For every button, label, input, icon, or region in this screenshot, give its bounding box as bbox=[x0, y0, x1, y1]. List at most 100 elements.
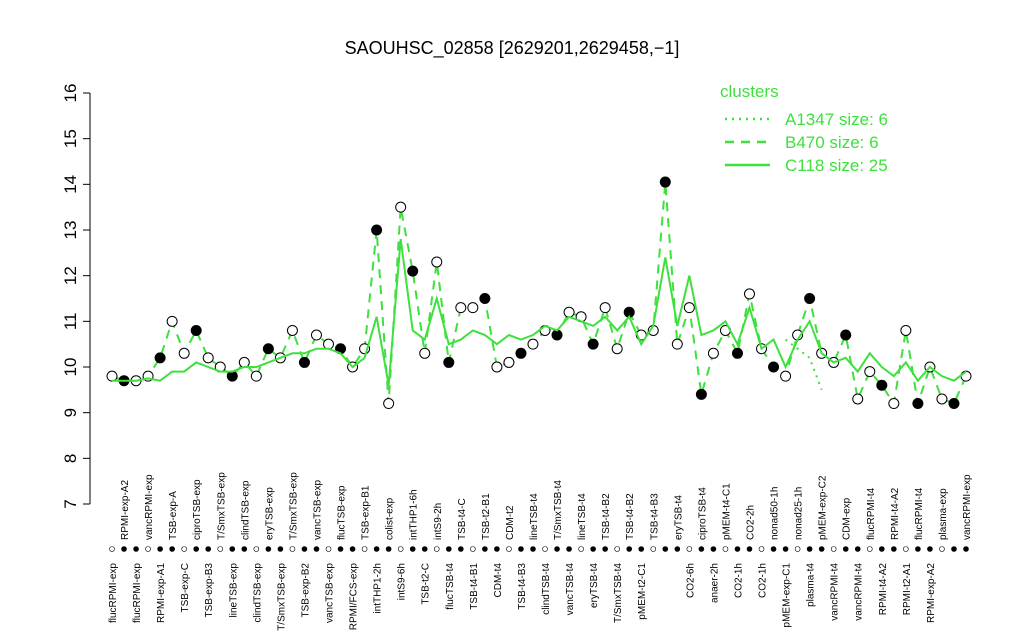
sample-marker bbox=[433, 546, 440, 552]
x-tick-label: pMEM-t2-C1 bbox=[637, 563, 648, 620]
sample-marker bbox=[638, 546, 645, 552]
data-point bbox=[768, 361, 780, 373]
data-point bbox=[395, 201, 407, 213]
sample-marker bbox=[951, 546, 957, 552]
data-point bbox=[383, 398, 395, 410]
x-tick-label: clindTSB-t4 bbox=[541, 563, 552, 615]
sample-marker bbox=[842, 546, 849, 552]
x-tick-label: vancTSB-exp bbox=[325, 563, 336, 623]
x-tick-label: vancRPMI-t4 bbox=[854, 563, 865, 621]
x-tick-label: RPMI-t4-A2 bbox=[890, 487, 901, 540]
data-point bbox=[731, 347, 743, 359]
sample-marker bbox=[891, 546, 897, 552]
data-point bbox=[599, 302, 611, 314]
x-tick-label: T/SmxTSB-exp bbox=[216, 472, 227, 540]
sample-marker bbox=[409, 546, 416, 552]
x-tick-label: ciproTSB-exp bbox=[192, 479, 203, 540]
sample-marker bbox=[650, 546, 657, 552]
legend-title: clusters bbox=[720, 82, 779, 101]
data-point bbox=[202, 352, 214, 364]
sample-marker bbox=[770, 546, 777, 552]
sample-marker bbox=[193, 546, 199, 552]
x-tick-label: RPMI-exp-A2 bbox=[926, 563, 937, 623]
chart-title: SAOUHSC_02858 [2629201,2629458,−1] bbox=[345, 38, 680, 59]
x-tick-label: TSB-t4-C bbox=[457, 498, 468, 540]
y-tick-label: 11 bbox=[61, 313, 80, 331]
x-tick-label: T/SmxTSB-exp bbox=[276, 563, 287, 631]
cluster-line bbox=[784, 338, 823, 391]
x-tick-label: pMEM-t4-C1 bbox=[721, 483, 732, 540]
sample-marker bbox=[181, 546, 187, 552]
data-point bbox=[419, 347, 431, 359]
data-point bbox=[611, 343, 623, 355]
sample-marker bbox=[927, 546, 933, 552]
x-tick-label: TSB-t4-B3 bbox=[649, 493, 660, 540]
x-tick-label: flucRPMI-exp bbox=[132, 563, 143, 623]
x-tick-label: clindTSB-exp bbox=[240, 480, 251, 540]
x-tick-label: TSB-t2-B1 bbox=[481, 493, 492, 540]
data-point bbox=[503, 356, 515, 368]
x-tick-label: eryTSB-t4 bbox=[673, 495, 684, 540]
sample-marker bbox=[301, 546, 308, 552]
y-tick-label: 9 bbox=[61, 408, 80, 417]
x-tick-label: vancRPMI-exp bbox=[962, 474, 973, 540]
x-tick-label: T/SmxTSB-t4 bbox=[553, 480, 564, 540]
data-point bbox=[659, 176, 671, 188]
sample-marker bbox=[253, 546, 260, 552]
legend-label: B470 size: 6 bbox=[785, 133, 879, 152]
x-tick-label: lineTSB-exp bbox=[228, 563, 239, 618]
data-point bbox=[166, 315, 178, 327]
x-tick-label: lineTSB-t4 bbox=[529, 493, 540, 540]
sample-marker bbox=[794, 546, 801, 552]
data-point bbox=[443, 356, 455, 368]
x-tick-label: TSB-exp-A bbox=[168, 491, 179, 540]
sample-marker bbox=[373, 546, 380, 552]
y-tick-label: 7 bbox=[61, 499, 80, 508]
data-point bbox=[936, 393, 948, 405]
data-point bbox=[431, 256, 443, 268]
x-tick-label: TSB-exp-B2 bbox=[300, 563, 311, 618]
data-point bbox=[671, 338, 683, 350]
sample-marker bbox=[662, 546, 669, 552]
data-point bbox=[743, 288, 755, 300]
x-tick-label: plasma-t4 bbox=[806, 563, 817, 607]
data-point bbox=[804, 293, 816, 304]
x-tick-label: CDM-t2 bbox=[505, 505, 516, 540]
data-point bbox=[298, 356, 310, 368]
data-point bbox=[262, 343, 274, 355]
x-tick-label: RPMI-t4-A2 bbox=[878, 563, 889, 616]
sample-marker bbox=[854, 546, 861, 552]
x-tick-label: nonad25-1h bbox=[794, 487, 805, 540]
sample-marker bbox=[879, 546, 885, 552]
x-tick-label: intS9-6h bbox=[397, 563, 408, 600]
sample-marker bbox=[674, 546, 681, 552]
y-tick-label: 15 bbox=[61, 129, 80, 148]
sample-marker bbox=[361, 546, 368, 552]
data-point bbox=[407, 265, 419, 277]
data-point bbox=[707, 347, 719, 359]
y-tick-label: 16 bbox=[61, 84, 80, 103]
x-tick-label: CO2-1h bbox=[733, 563, 744, 598]
sample-marker bbox=[698, 546, 705, 552]
data-point bbox=[154, 352, 166, 364]
legend-label: A1347 size: 6 bbox=[785, 110, 888, 129]
x-tick-label: ciproTSB-t4 bbox=[697, 487, 708, 540]
legend-label: C118 size: 25 bbox=[785, 156, 888, 175]
sample-marker bbox=[818, 546, 825, 552]
x-tick-label: colist-exp bbox=[385, 497, 396, 540]
x-tick-label: eryTSB-t4 bbox=[589, 563, 600, 608]
sample-marker bbox=[397, 546, 404, 552]
data-point bbox=[371, 224, 383, 236]
data-point bbox=[876, 379, 888, 391]
x-tick-label: eryTSB-exp bbox=[264, 487, 275, 540]
data-point bbox=[852, 393, 864, 405]
x-tick-label: intTHP1-2h bbox=[373, 563, 384, 614]
x-tick-label: nonad50-1h bbox=[770, 487, 781, 540]
sample-marker bbox=[506, 546, 512, 552]
x-tick-label: TSB-t4-B3 bbox=[517, 563, 528, 610]
x-tick-label: T/SmxTSB-t4 bbox=[613, 563, 624, 623]
sample-marker bbox=[145, 546, 151, 552]
x-tick-label: vancTSB-exp bbox=[312, 480, 323, 540]
sample-marker bbox=[109, 546, 115, 552]
